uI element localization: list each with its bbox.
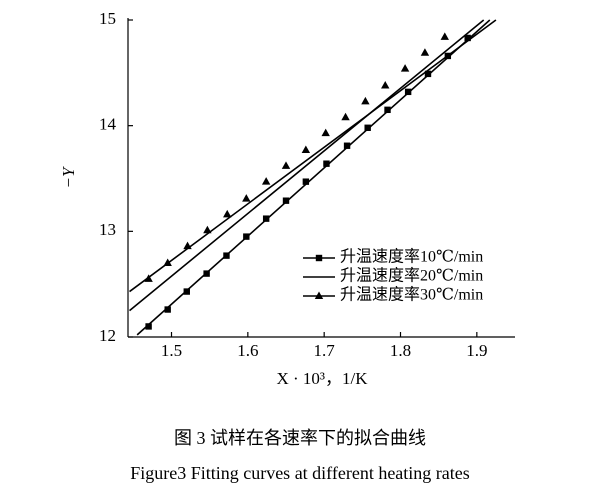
point: [144, 274, 153, 282]
point: [243, 233, 250, 240]
y-tick-label: 15: [99, 9, 116, 28]
point: [261, 177, 271, 185]
point: [203, 270, 210, 277]
x-tick-label: 1.6: [237, 341, 258, 360]
x-tick-label: 1.5: [161, 341, 182, 360]
point: [424, 70, 432, 78]
y-axis-label: −Y: [59, 166, 78, 188]
point: [302, 178, 310, 185]
point: [242, 194, 251, 202]
point: [183, 241, 192, 250]
x-tick-label: 1.8: [390, 341, 411, 360]
point: [301, 145, 311, 153]
point: [262, 215, 270, 222]
point: [223, 209, 232, 218]
point: [364, 124, 371, 131]
point: [420, 48, 430, 56]
point: [321, 128, 330, 137]
y-tick-label: 14: [99, 115, 117, 134]
point: [282, 197, 290, 204]
legend-marker: [314, 291, 324, 299]
caption-chinese: 图 3 试样在各速率下的拟合曲线: [174, 428, 426, 448]
point: [164, 306, 171, 313]
point: [145, 323, 152, 330]
legend-label: 升温速度率20℃/min: [340, 267, 483, 285]
point: [464, 34, 471, 42]
point: [440, 32, 449, 40]
point: [281, 161, 291, 169]
fit-line: [129, 19, 485, 312]
y-tick-label: 12: [99, 326, 116, 345]
point: [163, 258, 172, 267]
legend-label: 升温速度率30℃/min: [340, 286, 483, 304]
caption-english: Figure3 Fitting curves at different heat…: [130, 463, 470, 483]
point: [384, 106, 391, 114]
legend-marker: [315, 254, 323, 262]
fit-line: [129, 19, 497, 293]
x-tick-label: 1.7: [314, 341, 336, 360]
point: [203, 225, 212, 234]
legend-label: 升温速度率10℃/min: [340, 248, 483, 266]
point: [341, 112, 350, 121]
y-tick-label: 13: [99, 220, 116, 239]
point: [343, 142, 351, 149]
point: [400, 64, 410, 72]
point: [381, 81, 390, 89]
point: [183, 288, 190, 295]
point: [323, 160, 330, 167]
point: [223, 252, 230, 259]
point: [404, 88, 412, 96]
x-tick-label: 1.9: [466, 341, 487, 360]
x-axis-label: X · 10³，1/K: [276, 369, 368, 388]
point: [361, 96, 370, 105]
